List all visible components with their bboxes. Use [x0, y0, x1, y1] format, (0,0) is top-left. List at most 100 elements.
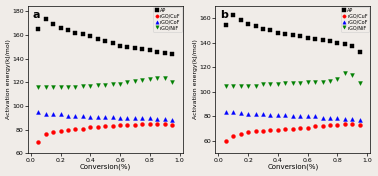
rGO/CoF — [66, 114, 70, 117]
Line: AP: AP — [224, 14, 362, 54]
rGO/NiF — [163, 77, 167, 79]
rGO/CuF — [291, 128, 295, 130]
Legend: AP, rGO/CuF, rGO/CoF, rGO/NiF: AP, rGO/CuF, rGO/CoF, rGO/NiF — [341, 7, 369, 32]
AP — [298, 35, 302, 37]
rGO/NiF — [81, 85, 85, 87]
rGO/NiF — [224, 85, 228, 87]
Legend: AP, rGO/CuF, rGO/CoF, rGO/NiF: AP, rGO/CuF, rGO/CoF, rGO/NiF — [153, 7, 181, 32]
Y-axis label: Activation energy(kJ/mol): Activation energy(kJ/mol) — [193, 40, 198, 119]
rGO/CuF — [261, 130, 265, 132]
rGO/CuF — [110, 125, 115, 127]
rGO/CoF — [110, 116, 115, 118]
AP — [66, 29, 70, 32]
AP — [81, 33, 85, 35]
AP — [268, 29, 273, 31]
rGO/CoF — [291, 115, 295, 118]
Line: AP: AP — [36, 17, 174, 56]
rGO/CuF — [276, 129, 280, 131]
rGO/CuF — [147, 123, 152, 125]
rGO/CuF — [305, 127, 310, 129]
Line: rGO/NiF: rGO/NiF — [224, 71, 362, 88]
rGO/CoF — [224, 111, 228, 113]
AP — [88, 35, 93, 37]
rGO/NiF — [133, 80, 137, 82]
rGO/NiF — [118, 83, 122, 85]
rGO/CoF — [96, 116, 100, 118]
rGO/NiF — [103, 84, 107, 86]
rGO/NiF — [96, 84, 100, 86]
rGO/CuF — [36, 140, 40, 143]
rGO/CuF — [350, 123, 355, 125]
rGO/CoF — [320, 117, 325, 119]
rGO/NiF — [268, 83, 273, 86]
rGO/NiF — [43, 86, 48, 88]
AP — [43, 17, 48, 20]
rGO/NiF — [110, 83, 115, 85]
Line: rGO/CoF: rGO/CoF — [224, 109, 362, 122]
rGO/CuF — [253, 130, 258, 132]
AP — [246, 23, 251, 25]
AP — [358, 51, 362, 54]
AP — [283, 33, 288, 35]
AP — [239, 19, 243, 21]
AP — [163, 52, 167, 54]
rGO/CoF — [283, 114, 288, 116]
rGO/CuF — [239, 133, 243, 135]
Text: b: b — [220, 10, 228, 20]
rGO/CuF — [96, 126, 100, 128]
AP — [155, 51, 160, 53]
AP — [133, 47, 137, 49]
rGO/CoF — [246, 113, 251, 115]
AP — [140, 48, 145, 50]
rGO/CuF — [342, 123, 347, 125]
AP — [320, 39, 325, 41]
rGO/NiF — [125, 81, 130, 83]
AP — [335, 42, 340, 44]
AP — [103, 40, 107, 42]
rGO/NiF — [320, 81, 325, 83]
AP — [305, 37, 310, 39]
rGO/NiF — [73, 86, 78, 88]
rGO/NiF — [140, 79, 145, 81]
AP — [350, 45, 355, 47]
rGO/CoF — [125, 117, 130, 119]
rGO/CoF — [43, 113, 48, 115]
rGO/CoF — [253, 113, 258, 115]
rGO/CoF — [155, 118, 160, 120]
rGO/NiF — [350, 74, 355, 76]
rGO/CoF — [147, 117, 152, 119]
rGO/CoF — [140, 117, 145, 119]
rGO/CoF — [328, 117, 332, 119]
rGO/CuF — [170, 124, 174, 126]
rGO/NiF — [261, 83, 265, 86]
rGO/NiF — [276, 83, 280, 86]
rGO/NiF — [305, 81, 310, 83]
rGO/CoF — [88, 116, 93, 118]
rGO/CuF — [58, 130, 63, 132]
rGO/CoF — [239, 112, 243, 114]
Line: rGO/CuF: rGO/CuF — [224, 122, 362, 143]
rGO/NiF — [36, 86, 40, 88]
AP — [276, 32, 280, 34]
rGO/CoF — [118, 117, 122, 119]
AP — [313, 38, 318, 40]
rGO/CuF — [81, 127, 85, 130]
rGO/NiF — [335, 78, 340, 81]
rGO/CuF — [118, 124, 122, 126]
rGO/CuF — [51, 131, 56, 133]
rGO/CoF — [51, 113, 56, 115]
rGO/CuF — [283, 128, 288, 130]
rGO/CuF — [313, 125, 318, 127]
rGO/CoF — [231, 111, 235, 113]
rGO/NiF — [231, 85, 235, 87]
AP — [170, 53, 174, 55]
Line: rGO/CoF: rGO/CoF — [36, 110, 174, 122]
Y-axis label: Activation energy(kJ/mol): Activation energy(kJ/mol) — [6, 40, 11, 119]
rGO/NiF — [88, 85, 93, 87]
AP — [291, 34, 295, 36]
rGO/NiF — [66, 86, 70, 88]
rGO/CuF — [163, 123, 167, 125]
AP — [73, 32, 78, 34]
AP — [261, 28, 265, 30]
AP — [224, 24, 228, 26]
